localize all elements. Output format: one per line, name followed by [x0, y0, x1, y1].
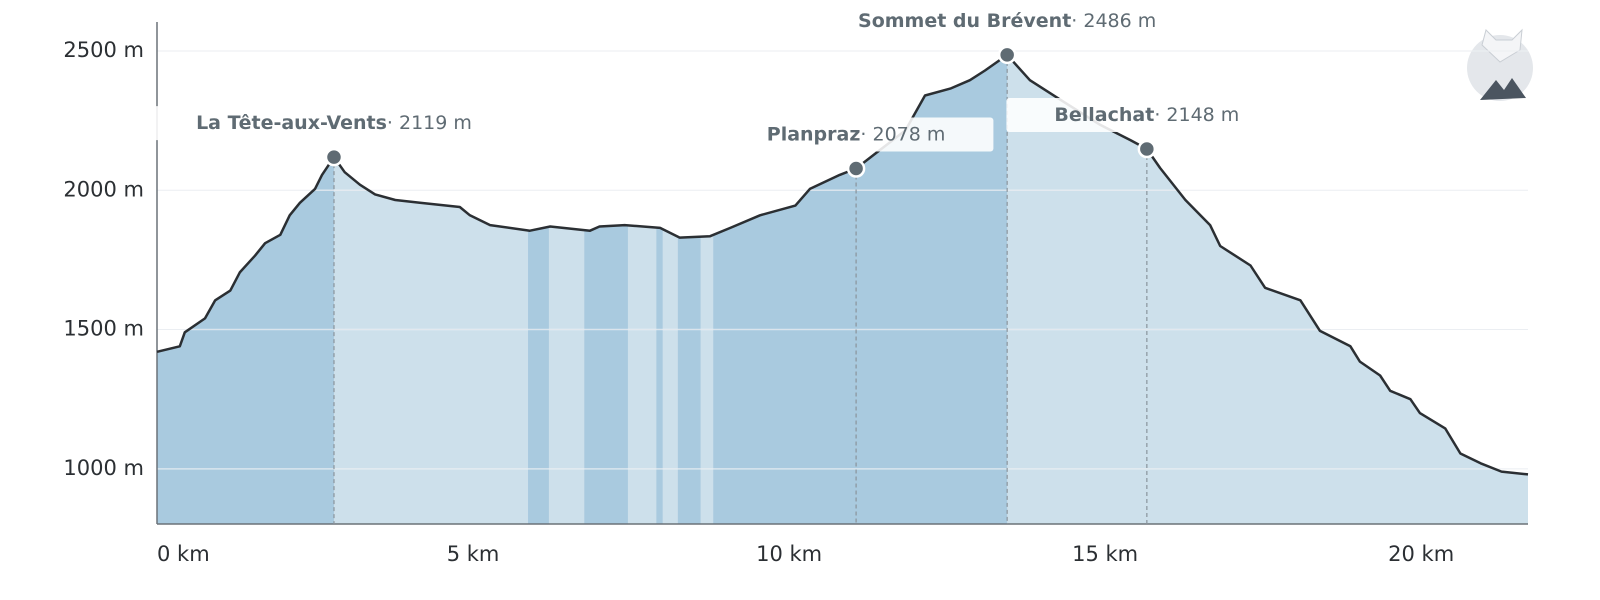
waypoint-text: Planpraz· 2078 m	[767, 123, 946, 145]
ascent-band	[157, 54, 334, 524]
y-tick-label: 2500 m	[63, 38, 144, 62]
waypoint-name: La Tête-aux-Vents	[196, 112, 387, 134]
logo	[1467, 28, 1533, 101]
y-tick-label: 1000 m	[63, 456, 144, 480]
label-box	[148, 106, 520, 141]
ascent-band	[713, 54, 1008, 524]
ascent-band	[584, 54, 628, 524]
waypoint-text: Sommet du Brévent· 2486 m	[858, 9, 1156, 31]
waypoint-text: Bellachat· 2148 m	[1054, 104, 1239, 126]
label-box	[718, 117, 994, 152]
x-tick-label: 10 km	[756, 542, 822, 566]
x-tick-label: 0 km	[157, 542, 210, 566]
waypoint-name: Bellachat	[1054, 104, 1154, 126]
waypoint-marker	[324, 147, 344, 167]
y-tick-label: 2000 m	[63, 177, 144, 201]
waypoint-name: Planpraz	[767, 123, 861, 145]
y-tick-label: 1500 m	[63, 317, 144, 341]
x-tick-label: 5 km	[447, 542, 500, 566]
waypoint-text: La Tête-aux-Vents· 2119 m	[196, 112, 472, 134]
waypoint-elevation: · 2148 m	[1154, 104, 1239, 126]
label-box	[810, 3, 1205, 38]
waypoint-elevation: · 2486 m	[1071, 9, 1156, 31]
waypoint-marker	[997, 45, 1017, 65]
waypoint-label: Sommet du Brévent· 2486 m	[810, 3, 1205, 38]
ascent-band	[677, 54, 701, 524]
waypoint-elevation: · 2119 m	[387, 112, 472, 134]
waypoint-name: Sommet du Brévent	[858, 9, 1071, 31]
x-tick-label: 15 km	[1072, 542, 1138, 566]
label-box	[1006, 98, 1288, 133]
ascent-band	[656, 54, 663, 524]
waypoint-label: Planpraz· 2078 m	[718, 117, 994, 152]
elevation-line	[156, 53, 1529, 476]
waypoint-label: La Tête-aux-Vents· 2119 m	[148, 106, 520, 141]
waypoint-marker	[1137, 139, 1157, 159]
waypoint-marker	[846, 159, 866, 178]
waypoint-label: Bellachat· 2148 m	[1006, 98, 1288, 133]
ascent-band	[528, 54, 549, 524]
waypoint-elevation: · 2078 m	[860, 123, 945, 145]
x-tick-label: 20 km	[1388, 542, 1454, 566]
